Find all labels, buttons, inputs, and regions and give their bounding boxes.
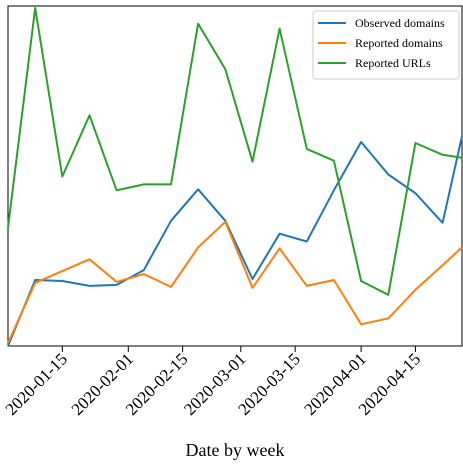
series-line-1 (7, 220, 463, 344)
x-axis-label: Date by week (186, 440, 285, 460)
legend-label-1: Reported domains (355, 36, 443, 50)
legend-box (312, 10, 460, 80)
legend-label-0: Observed domains (355, 16, 445, 30)
legend-label-2: Reported URLs (355, 56, 431, 70)
x-axis-ticks: 2020-01-152020-02-012020-02-152020-03-01… (2, 346, 424, 419)
legend: Observed domains Reported domains Reported… (312, 10, 460, 80)
series-layer (7, 7, 463, 347)
x-tick-label-0: 2020-01-15 (2, 349, 72, 419)
series-line-2 (7, 7, 463, 296)
plot-area (7, 5, 463, 347)
series-line-0 (7, 135, 463, 347)
